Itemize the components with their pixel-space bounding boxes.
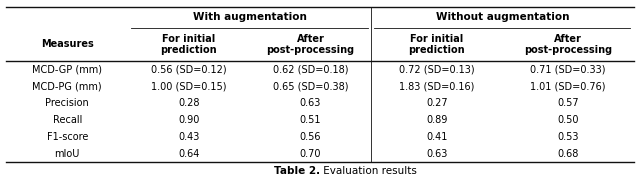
Text: After
post-processing: After post-processing [266, 33, 355, 55]
Text: 0.64: 0.64 [178, 148, 200, 159]
Text: 1.01 (SD=0.76): 1.01 (SD=0.76) [531, 81, 605, 91]
Text: 0.89: 0.89 [426, 115, 447, 125]
Text: 0.68: 0.68 [557, 148, 579, 159]
Text: 0.63: 0.63 [426, 148, 447, 159]
Text: 0.70: 0.70 [300, 148, 321, 159]
Text: 0.62 (SD=0.18): 0.62 (SD=0.18) [273, 65, 348, 75]
Text: Evaluation results: Evaluation results [320, 166, 417, 176]
Text: MCD-GP (mm): MCD-GP (mm) [32, 65, 102, 75]
Text: 0.65 (SD=0.38): 0.65 (SD=0.38) [273, 81, 348, 91]
Text: Precision: Precision [45, 98, 89, 108]
Text: 0.90: 0.90 [178, 115, 200, 125]
Text: 0.63: 0.63 [300, 98, 321, 108]
Text: MCD-PG (mm): MCD-PG (mm) [33, 81, 102, 91]
Text: 0.53: 0.53 [557, 132, 579, 142]
Text: Measures: Measures [41, 39, 93, 49]
Text: F1-score: F1-score [47, 132, 88, 142]
Text: Table 2.: Table 2. [274, 166, 320, 176]
Text: mIoU: mIoU [54, 148, 80, 159]
Text: 0.56: 0.56 [300, 132, 321, 142]
Text: For initial
prediction: For initial prediction [161, 33, 217, 55]
Text: 0.56 (SD=0.12): 0.56 (SD=0.12) [151, 65, 227, 75]
Text: 0.71 (SD=0.33): 0.71 (SD=0.33) [531, 65, 605, 75]
Text: 0.27: 0.27 [426, 98, 447, 108]
Text: 1.83 (SD=0.16): 1.83 (SD=0.16) [399, 81, 474, 91]
Text: 0.51: 0.51 [300, 115, 321, 125]
Text: For initial
prediction: For initial prediction [408, 33, 465, 55]
Text: 0.72 (SD=0.13): 0.72 (SD=0.13) [399, 65, 475, 75]
Text: 0.50: 0.50 [557, 115, 579, 125]
Text: 0.57: 0.57 [557, 98, 579, 108]
Text: 1.00 (SD=0.15): 1.00 (SD=0.15) [151, 81, 227, 91]
Text: Recall: Recall [52, 115, 82, 125]
Text: With augmentation: With augmentation [193, 13, 307, 22]
Text: After
post-processing: After post-processing [524, 33, 612, 55]
Text: 0.28: 0.28 [178, 98, 200, 108]
Text: Without augmentation: Without augmentation [436, 13, 569, 22]
Text: 0.41: 0.41 [426, 132, 447, 142]
Text: 0.43: 0.43 [178, 132, 200, 142]
